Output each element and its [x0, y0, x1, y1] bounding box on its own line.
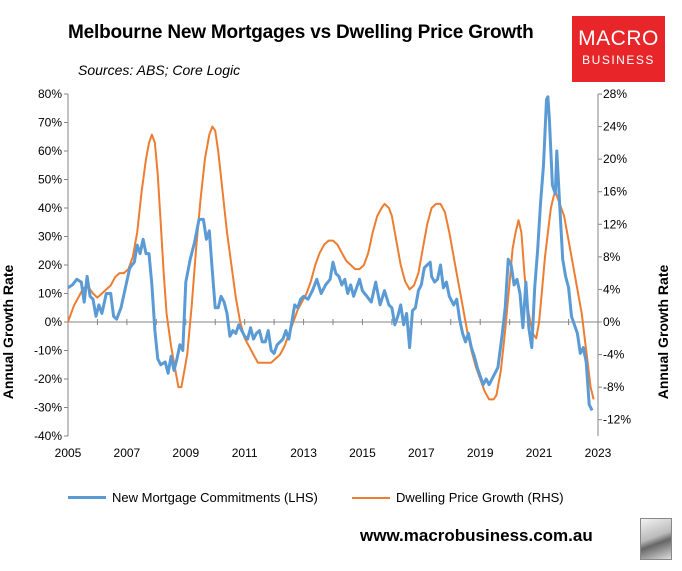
y-tick-label-right: 20% — [603, 152, 627, 166]
wolf-logo-icon — [640, 518, 672, 560]
legend-swatch-rhs — [352, 496, 390, 499]
y-tick-label-left: 70% — [38, 116, 62, 130]
x-tick-label: 2009 — [172, 446, 199, 460]
y-tick-label-left: -20% — [34, 372, 62, 386]
y-tick-label-left: 40% — [38, 201, 62, 215]
y-tick-label-right: -8% — [603, 380, 625, 394]
y-tick-label-right: 12% — [603, 217, 627, 231]
y-tick-label-right: -4% — [603, 348, 625, 362]
y-tick-label-left: 60% — [38, 144, 62, 158]
y-tick-label-right: 4% — [603, 282, 621, 296]
legend-label-rhs: Dwelling Price Growth (RHS) — [396, 490, 564, 505]
y-tick-label-left: 80% — [38, 87, 62, 101]
legend-swatch-lhs — [68, 496, 106, 499]
y-tick-label-left: -10% — [34, 344, 62, 358]
legend-item-lhs: New Mortgage Commitments (LHS) — [68, 490, 318, 505]
x-tick-label: 2011 — [232, 446, 258, 460]
x-tick-label: 2017 — [408, 446, 435, 460]
x-tick-label: 2007 — [114, 446, 141, 460]
y-tick-label-right: -12% — [603, 413, 631, 427]
y-tick-label-right: 8% — [603, 250, 621, 264]
chart-ticks: 80% 70% 60% 50% 40% 30% 20% 10% 0% -10% -20% -30% -4… — [34, 87, 631, 460]
x-tick-label: 2021 — [526, 446, 553, 460]
y-tick-label-right: 24% — [603, 120, 627, 134]
y-tick-label-left: 30% — [38, 230, 62, 244]
logo-line2: BUSINESS — [582, 53, 655, 67]
x-tick-label: 2019 — [467, 446, 494, 460]
chart-series — [67, 95, 595, 412]
logo-line1: MACRO — [578, 27, 659, 50]
y-tick-label-left: 0% — [45, 315, 63, 329]
y-tick-label-left: 20% — [38, 258, 62, 272]
y-tick-label-left: 50% — [38, 173, 62, 187]
legend-label-lhs: New Mortgage Commitments (LHS) — [112, 490, 318, 505]
y-axis-label-right: Annual Growth Rate — [655, 265, 671, 400]
x-tick-label: 2013 — [290, 446, 317, 460]
y-axis-label-left: Annual Growth Rate — [0, 265, 16, 400]
chart-legend: New Mortgage Commitments (LHS) Dwelling … — [0, 490, 682, 510]
series-line-dwelling-price — [67, 125, 595, 401]
footer-url: www.macrobusiness.com.au — [360, 526, 593, 545]
series-line-new-mortgages — [67, 95, 594, 412]
chart-subtitle: Sources: ABS; Core Logic — [78, 62, 241, 78]
y-tick-label-left: 10% — [38, 287, 62, 301]
line-chart: 80% 70% 60% 50% 40% 30% 20% 10% 0% -10% -20% -30% -4… — [0, 87, 671, 460]
y-tick-label-left: -40% — [34, 429, 62, 443]
y-tick-label-right: 16% — [603, 185, 627, 199]
y-tick-label-right: 28% — [603, 87, 627, 101]
macrobusiness-logo: MACRO BUSINESS — [572, 16, 665, 82]
x-tick-label: 2005 — [55, 446, 82, 460]
x-tick-label: 2023 — [585, 446, 612, 460]
y-tick-label-right: 0% — [603, 315, 621, 329]
legend-item-rhs: Dwelling Price Growth (RHS) — [352, 490, 564, 505]
x-tick-label: 2015 — [349, 446, 376, 460]
y-tick-label-left: -30% — [34, 401, 62, 415]
chart-title: Melbourne New Mortgages vs Dwelling Pric… — [68, 22, 534, 43]
